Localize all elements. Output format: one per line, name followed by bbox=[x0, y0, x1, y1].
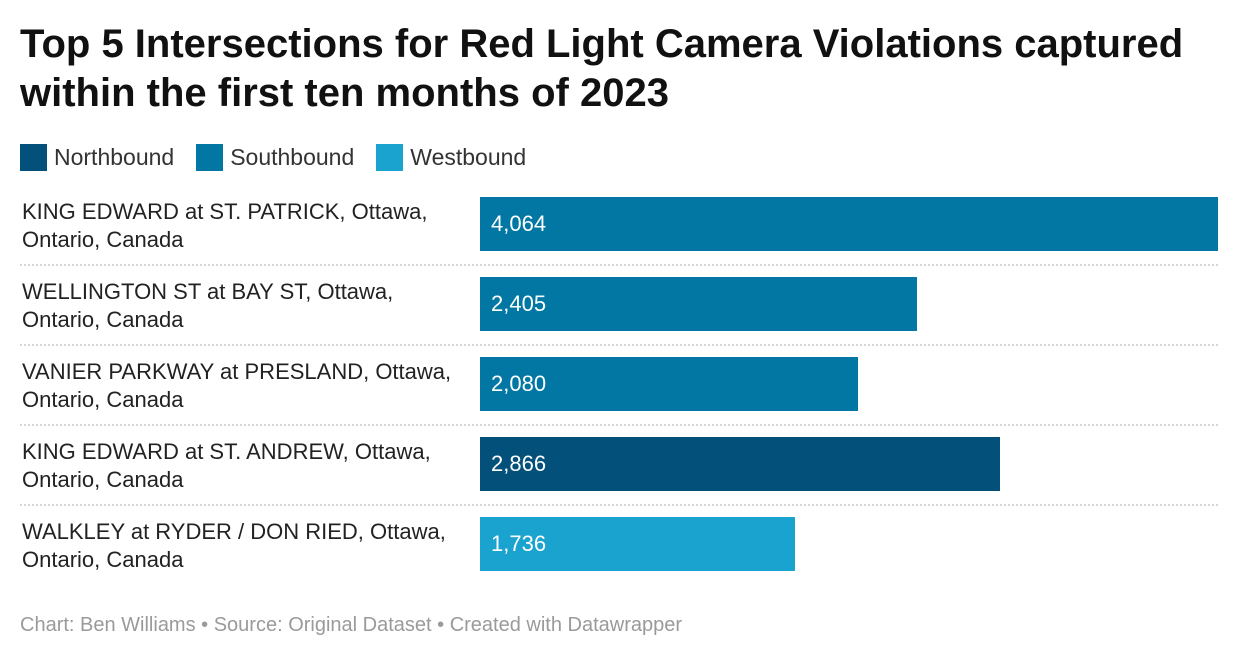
chart-title: Top 5 Intersections for Red Light Camera… bbox=[20, 22, 1184, 115]
bar-value-label: 2,866 bbox=[491, 451, 547, 476]
row-divider bbox=[20, 264, 1218, 266]
category-label: KING EDWARD at ST. PATRICK, Ottawa, Onta… bbox=[22, 199, 428, 252]
bar: 2,080 bbox=[480, 357, 858, 411]
category-label: VANIER PARKWAY at PRESLAND, Ottawa, Onta… bbox=[22, 359, 452, 412]
chart-footer: Chart: Ben Williams • Source: Original D… bbox=[20, 614, 683, 636]
bar-row: WALKLEY at RYDER / DON RIED, Ottawa, Ont… bbox=[20, 506, 1218, 586]
legend-item-northbound: Northbound bbox=[20, 143, 175, 171]
bar-row: KING EDWARD at ST. ANDREW, Ottawa, Ontar… bbox=[20, 426, 1218, 506]
bar-row: KING EDWARD at ST. PATRICK, Ottawa, Onta… bbox=[20, 186, 1218, 266]
legend-item-westbound: Westbound bbox=[376, 143, 527, 171]
row-divider bbox=[20, 344, 1218, 346]
bar-row: VANIER PARKWAY at PRESLAND, Ottawa, Onta… bbox=[20, 346, 1218, 426]
legend-label-westbound: Westbound bbox=[410, 143, 527, 170]
bar-value-label: 2,405 bbox=[491, 291, 547, 316]
legend-swatch-westbound bbox=[376, 143, 404, 171]
legend-item-southbound: Southbound bbox=[196, 143, 355, 171]
bar-row: WELLINGTON ST at BAY ST, Ottawa, Ontario… bbox=[20, 266, 1218, 346]
bar-value-label: 4,064 bbox=[491, 211, 547, 236]
legend-swatch-northbound bbox=[20, 143, 47, 171]
bar-value-label: 2,080 bbox=[491, 371, 547, 396]
legend-label-northbound: Northbound bbox=[54, 143, 175, 170]
bar: 4,064 bbox=[480, 197, 1218, 251]
category-label: WELLINGTON ST at BAY ST, Ottawa, Ontario… bbox=[22, 279, 394, 332]
bar: 1,736 bbox=[480, 517, 795, 571]
legend-label-southbound: Southbound bbox=[230, 143, 355, 170]
category-label: KING EDWARD at ST. ANDREW, Ottawa, Ontar… bbox=[22, 439, 431, 492]
bar: 2,405 bbox=[480, 277, 917, 331]
row-divider bbox=[20, 504, 1218, 506]
chart-legend: Northbound Southbound Westbound bbox=[20, 142, 548, 172]
row-divider bbox=[20, 424, 1218, 426]
bar: 2,866 bbox=[480, 437, 1000, 491]
bar-value-label: 1,736 bbox=[491, 531, 547, 556]
legend-swatch-southbound bbox=[196, 143, 224, 171]
category-label: WALKLEY at RYDER / DON RIED, Ottawa, Ont… bbox=[22, 519, 446, 572]
